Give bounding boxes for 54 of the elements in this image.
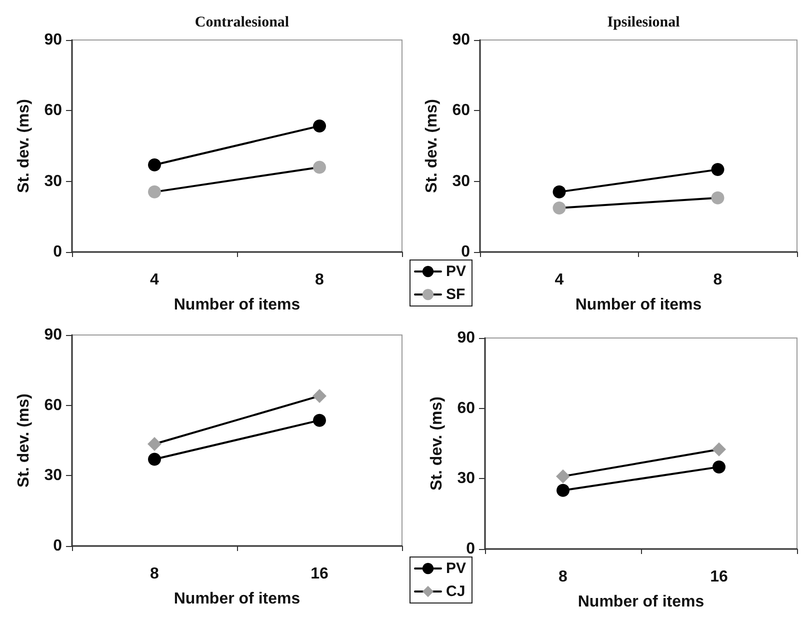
- y-tick-label: 0: [466, 540, 476, 558]
- legend-label: PV: [446, 560, 466, 577]
- point: [552, 185, 566, 198]
- legend-label: SF: [446, 286, 466, 303]
- x-axis-title: Number of items: [578, 594, 704, 610]
- x-axis-title: Number of items: [174, 590, 300, 608]
- y-tick-label: 60: [452, 102, 470, 120]
- point: [712, 460, 726, 474]
- x-tick-label: 8: [315, 272, 324, 288]
- x-tick-label: 8: [558, 568, 568, 586]
- point: [556, 484, 570, 497]
- point: [313, 119, 326, 132]
- x-tick-label: 8: [713, 272, 722, 288]
- point: [711, 163, 724, 176]
- point: [312, 388, 326, 403]
- y-axis-title: St. dev. (ms): [16, 99, 32, 193]
- y-tick-label: 60: [44, 396, 62, 414]
- point: [552, 201, 566, 214]
- point: [148, 158, 161, 172]
- y-axis-title: St. dev. (ms): [424, 99, 440, 193]
- y-tick-label: 30: [44, 467, 62, 484]
- y-tick-label: 90: [44, 32, 62, 48]
- y-tick-label: 30: [457, 470, 476, 488]
- y-tick-label: 60: [44, 102, 62, 120]
- point: [556, 469, 570, 484]
- chart-title: Contralesional: [194, 14, 290, 30]
- y-axis-title: St. dev. (ms): [428, 396, 446, 490]
- point: [313, 414, 326, 427]
- x-tick-label: 16: [310, 566, 328, 582]
- point: [148, 452, 161, 466]
- y-tick-label: 90: [44, 326, 62, 344]
- y-tick-label: 0: [53, 244, 62, 260]
- y-tick-label: 90: [452, 32, 470, 48]
- x-tick-label: 4: [554, 272, 564, 288]
- point: [712, 442, 726, 456]
- chart-title: Ipsilesional: [607, 14, 680, 30]
- y-tick-label: 60: [457, 400, 476, 417]
- y-tick-label: 30: [44, 172, 62, 190]
- x-tick-label: 8: [150, 566, 160, 582]
- x-axis-title: Number of items: [575, 296, 702, 314]
- x-axis-title: Number of items: [174, 296, 300, 314]
- x-tick-label: 16: [710, 568, 728, 586]
- point: [711, 191, 724, 204]
- point: [148, 185, 161, 198]
- legend-label: PV: [446, 263, 466, 280]
- legend-label: CJ: [446, 583, 466, 600]
- x-tick-label: 4: [150, 272, 160, 288]
- y-tick-label: 0: [53, 538, 62, 554]
- point: [148, 437, 162, 452]
- y-tick-label: 90: [457, 330, 476, 346]
- point: [313, 160, 326, 174]
- y-axis-title: St. dev. (ms): [16, 394, 32, 488]
- y-tick-label: 30: [452, 172, 470, 190]
- y-tick-label: 0: [461, 244, 470, 260]
